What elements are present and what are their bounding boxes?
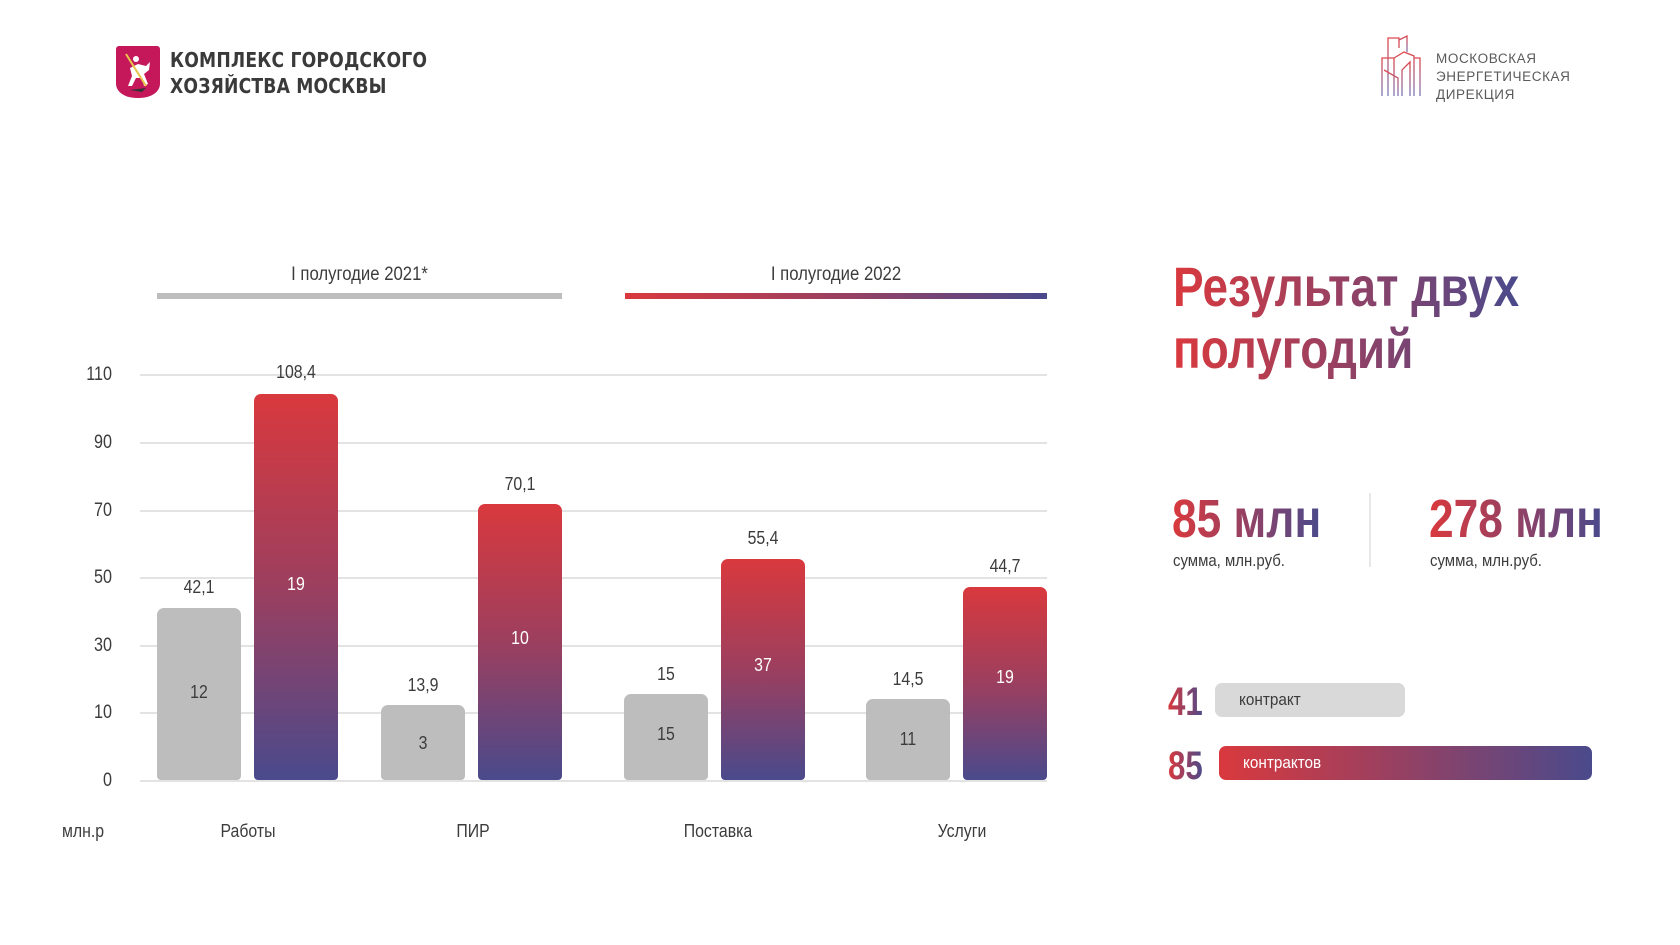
period-line-2022: [625, 293, 1047, 299]
bar-inner-label: 19: [996, 667, 1014, 687]
y-axis-unit-label: млн.р: [62, 821, 105, 841]
bar-2021-pir: 3: [381, 705, 465, 780]
med-logo-text: МОСКОВСКАЯ ЭНЕРГЕТИЧЕСКАЯ ДИРЕКЦИЯ: [1436, 50, 1571, 104]
headline-line2: полугодий: [1173, 317, 1414, 380]
contracts-2021-pill: контракт: [1215, 683, 1405, 717]
bar-inner-label: 10: [511, 628, 529, 648]
med-logo-line2: ЭНЕРГЕТИЧЕСКАЯ: [1436, 69, 1571, 84]
bar-value-label: 14,5: [892, 669, 924, 689]
bar-inner-label: 37: [754, 655, 772, 675]
y-tick-90: 90: [94, 432, 112, 453]
category-label-rabota: Работы: [220, 821, 276, 841]
sum-2021-value: 85 млн: [1172, 489, 1322, 549]
bar-2021-uslugi: 11: [866, 699, 950, 780]
bar-2021-rabota: 12: [157, 608, 241, 780]
bar-value-label: 42,1: [183, 577, 215, 597]
contracts-2021-count: 41: [1168, 680, 1203, 724]
summary-headline: Результат двух полугодий: [1173, 256, 1519, 380]
sum-2021-caption: сумма, млн.руб.: [1173, 551, 1285, 570]
gridline-70: [140, 510, 1047, 512]
contracts-2022-count: 85: [1168, 744, 1203, 788]
bar-2022-uslugi: 19: [963, 587, 1047, 780]
gridline-30: [140, 645, 1047, 647]
kgh-logo-line1: КОМПЛЕКС ГОРОДСКОГО: [170, 48, 428, 72]
y-tick-10: 10: [94, 702, 112, 723]
gridline-50: [140, 577, 1047, 579]
bar-value-label: 15: [657, 664, 675, 684]
gridline-0: [140, 780, 1047, 782]
moscow-coat-of-arms-icon: [116, 46, 160, 98]
period-line-2021: [157, 293, 562, 299]
gridline-10: [140, 712, 1047, 714]
bar-value-label: 44,7: [989, 556, 1021, 576]
headline-line1: Результат двух: [1173, 255, 1520, 318]
category-label-pir: ПИР: [456, 821, 490, 841]
med-logo-line1: МОСКОВСКАЯ: [1436, 51, 1537, 66]
bar-inner-label: 11: [899, 729, 917, 749]
period-label-2021: I полугодие 2021*: [291, 264, 428, 285]
bar-2022-postavka: 37: [721, 559, 805, 780]
y-tick-30: 30: [94, 635, 112, 656]
buildings-outline-icon: [1380, 34, 1422, 98]
sum-2022-value: 278 млн: [1429, 489, 1603, 549]
summary-divider: [1369, 493, 1371, 567]
contracts-2021-label: контракт: [1239, 690, 1301, 709]
y-tick-110: 110: [86, 364, 112, 385]
bar-inner-label: 12: [190, 682, 208, 702]
bar-inner-label: 3: [418, 733, 428, 753]
kgh-logo-text: КОМПЛЕКС ГОРОДСКОГО ХОЗЯЙСТВА МОСКВЫ: [170, 47, 427, 99]
contracts-2022-label: контрактов: [1243, 753, 1322, 772]
y-tick-50: 50: [94, 567, 112, 588]
period-label-2022: I полугодие 2022: [770, 264, 902, 285]
med-logo-line3: ДИРЕКЦИЯ: [1436, 87, 1515, 102]
kgh-logo-line2: ХОЗЯЙСТВА МОСКВЫ: [170, 74, 387, 98]
y-tick-0: 0: [103, 770, 112, 791]
category-label-postavka: Поставка: [683, 821, 753, 841]
bar-value-label: 55,4: [747, 528, 779, 548]
bar-value-label: 108,4: [276, 362, 316, 382]
gridline-90: [140, 442, 1047, 444]
bar-2021-postavka: 15: [624, 694, 708, 780]
bar-inner-label: 19: [287, 574, 305, 594]
category-label-uslugi: Услуги: [937, 821, 987, 841]
bar-value-label: 70,1: [504, 474, 536, 494]
bar-2022-rabota: 19: [254, 394, 338, 780]
bar-2022-pir: 10: [478, 504, 562, 780]
bar-value-label: 13,9: [407, 675, 439, 695]
contracts-2022-pill: контрактов: [1219, 746, 1592, 780]
bar-inner-label: 15: [657, 724, 675, 744]
sum-2022-caption: сумма, млн.руб.: [1430, 551, 1542, 570]
y-tick-70: 70: [94, 500, 112, 521]
gridline-110: [140, 374, 1047, 376]
